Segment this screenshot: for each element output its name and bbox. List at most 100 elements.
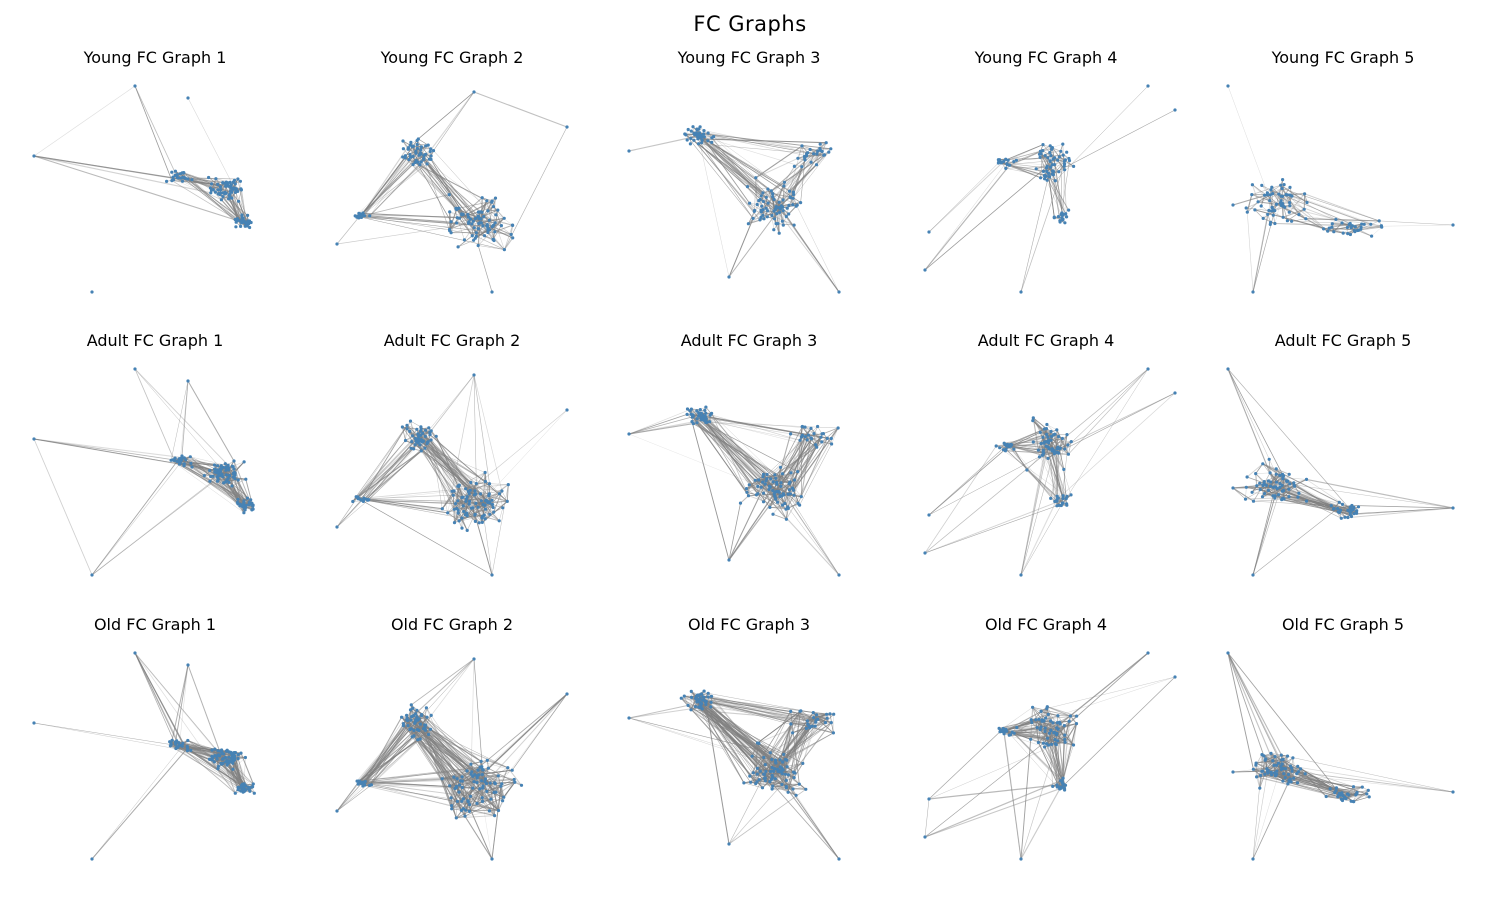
graph-node [1063, 447, 1067, 451]
graph-node [1060, 216, 1064, 220]
graph-node [453, 502, 458, 506]
graph-node [787, 189, 792, 193]
graph-node [233, 186, 237, 190]
graph-node [483, 503, 487, 507]
graph-node [1014, 158, 1018, 162]
graph-edge [728, 503, 741, 561]
graph-edge [1246, 201, 1259, 213]
graph-edge [748, 202, 769, 225]
graph-node [447, 227, 452, 232]
graph-edge [1060, 151, 1063, 214]
graph-node [706, 139, 710, 143]
graph-node [1053, 179, 1057, 183]
graph-edge [428, 427, 437, 437]
graph-node [814, 443, 818, 447]
graph-edge [794, 142, 827, 167]
graph-node [186, 746, 190, 750]
graph-edge [183, 176, 223, 184]
graph-edge [475, 225, 484, 237]
graph-edge [687, 408, 759, 494]
graph-node [483, 234, 487, 238]
graph-node [483, 470, 487, 475]
graph-edge [821, 427, 839, 443]
graph-node [1251, 573, 1255, 577]
graph-node [471, 219, 475, 223]
graph-edge [458, 511, 464, 522]
graph-edge [479, 218, 505, 250]
graph-node [1348, 221, 1352, 226]
graph-node [229, 183, 233, 187]
graph-edge [179, 380, 189, 461]
graph-node [359, 215, 363, 219]
graph-edge [1255, 463, 1264, 474]
nodes [32, 651, 256, 861]
graph-edge [1343, 227, 1352, 234]
graph-node [216, 749, 220, 753]
graph-edge [1005, 449, 1059, 499]
graph-edge [1227, 368, 1352, 511]
graph-node [240, 784, 244, 788]
graph-node [796, 470, 800, 474]
graph-edge [1052, 174, 1061, 221]
graph-edge [429, 374, 475, 433]
graph-node [1356, 505, 1361, 509]
graph-edge [755, 157, 799, 179]
graph-edge [456, 501, 467, 509]
graph-node [565, 408, 569, 412]
graph-node [233, 754, 237, 758]
graph-edge [406, 425, 421, 432]
graph-edge [171, 739, 224, 755]
graph-edge [456, 208, 473, 236]
graph-node [246, 213, 250, 217]
graph-node [491, 505, 495, 510]
graph-edge [506, 484, 509, 502]
graph-edge [187, 97, 235, 189]
graph-node [440, 507, 444, 511]
graph-edge [698, 143, 762, 197]
graph-edge [357, 440, 406, 499]
graph-node [812, 152, 816, 156]
graph-node [1019, 290, 1023, 294]
graph-edge [748, 211, 755, 224]
graph-node [173, 456, 177, 460]
graph-node [1348, 505, 1352, 509]
graph-node [704, 405, 708, 409]
graph-node [90, 290, 94, 294]
graph-edge [484, 472, 490, 503]
graph-node [1048, 151, 1052, 155]
graph-node [362, 214, 366, 218]
graph-node [810, 437, 814, 441]
graph-node [1053, 499, 1057, 504]
graph-node [1061, 212, 1065, 216]
graph-node [232, 752, 236, 756]
graph-node [1288, 204, 1292, 208]
network-graph [335, 90, 569, 294]
graph-node [1280, 186, 1284, 191]
graph-edge [628, 423, 694, 435]
graph-edge [504, 126, 568, 250]
graph-edge [482, 472, 486, 505]
graph-node [757, 478, 761, 482]
graph-edge [336, 222, 481, 245]
graph-edge [1232, 194, 1268, 206]
graph-node [223, 755, 228, 760]
graph-node [692, 138, 696, 142]
graph-edge [408, 147, 490, 221]
graph-node [818, 146, 822, 151]
graph-node [224, 473, 228, 477]
graph-node [185, 749, 190, 753]
graph-node [1261, 216, 1265, 220]
graph-node [784, 214, 788, 219]
graph-edge [467, 508, 486, 517]
graph-node [1064, 212, 1068, 216]
graph-edge [231, 478, 246, 487]
graph-node [173, 169, 177, 173]
graph-edge [1260, 195, 1266, 207]
graph-edge [494, 222, 505, 250]
graph-node [753, 478, 757, 482]
graph-node [751, 216, 755, 220]
graph-edge [1003, 429, 1057, 451]
graph-node [792, 478, 797, 482]
graph-node [1043, 174, 1047, 178]
graph-edge [702, 418, 812, 429]
